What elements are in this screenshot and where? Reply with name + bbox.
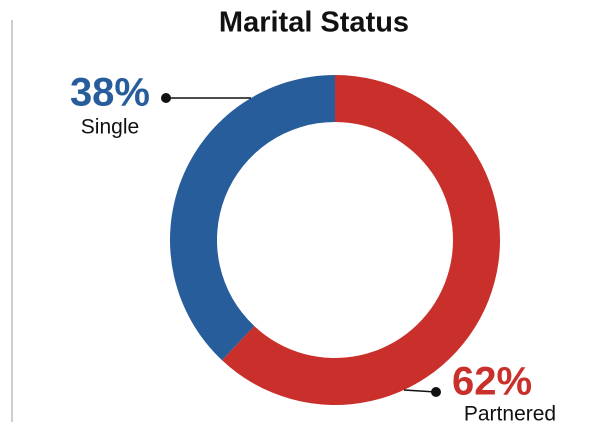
chart-title: Marital Status — [219, 7, 409, 39]
leader-dot — [431, 387, 441, 397]
leader-line — [403, 389, 437, 393]
category-label: Partnered — [464, 403, 556, 426]
value-label: 62% — [452, 360, 532, 404]
leader-dot — [161, 93, 171, 103]
category-label: Single — [81, 116, 139, 139]
donut-slice — [170, 75, 335, 361]
value-label: 38% — [70, 71, 150, 115]
donut-slice — [222, 75, 501, 406]
